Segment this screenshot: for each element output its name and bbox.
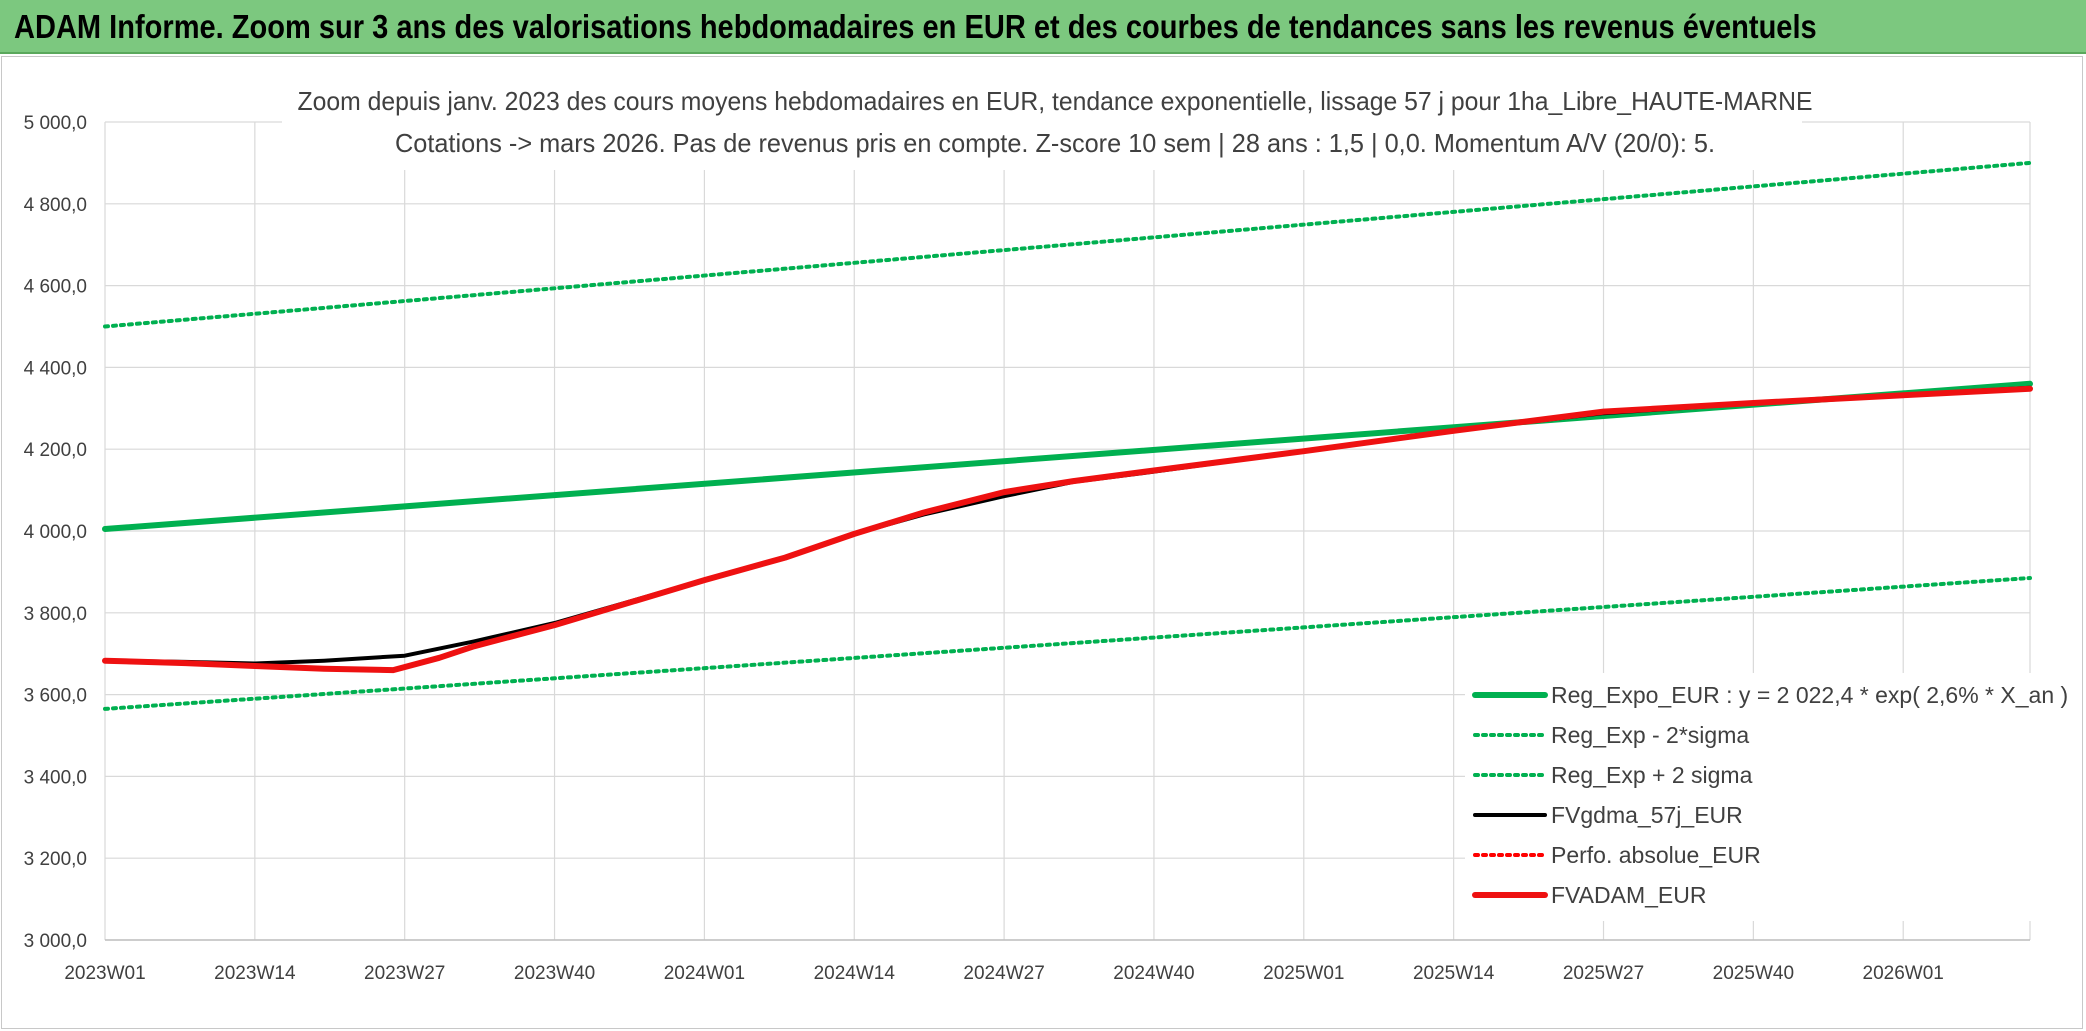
x-tick-label: 2026W01 xyxy=(1863,963,1944,984)
x-tick-label: 2023W27 xyxy=(364,963,445,984)
x-tick-label: 2025W01 xyxy=(1263,963,1344,984)
x-tick-label: 2024W01 xyxy=(664,963,745,984)
legend-label: Reg_Exp + 2 sigma xyxy=(1551,762,1753,788)
y-tick-label: 4 800,0 xyxy=(24,195,87,216)
chart-title: Zoom depuis janv. 2023 des cours moyens … xyxy=(298,86,1813,116)
x-tick-label: 2025W40 xyxy=(1713,963,1794,984)
y-tick-label: 4 400,0 xyxy=(24,358,87,379)
y-tick-label: 4 000,0 xyxy=(24,522,87,543)
x-tick-label: 2023W40 xyxy=(514,963,595,984)
y-tick-label: 3 200,0 xyxy=(24,849,87,870)
legend-label: FVgdma_57j_EUR xyxy=(1551,802,1743,828)
y-tick-label: 3 800,0 xyxy=(24,604,87,625)
series-line-3 xyxy=(103,160,2032,329)
x-tick-label: 2023W01 xyxy=(64,963,145,984)
x-tick-label: 2025W14 xyxy=(1413,963,1495,984)
chart-title-background xyxy=(282,80,1802,170)
y-tick-label: 3 600,0 xyxy=(24,686,87,707)
legend-label: FVADAM_EUR xyxy=(1551,882,1707,908)
chart-subtitle: Cotations -> mars 2026. Pas de revenus p… xyxy=(395,128,1715,158)
header-banner: ADAM Informe. Zoom sur 3 ans des valoris… xyxy=(0,0,2086,54)
legend-label: Perfo. absolue_EUR xyxy=(1551,842,1761,868)
y-tick-label: 4 200,0 xyxy=(24,440,87,461)
y-tick-label: 3 400,0 xyxy=(24,767,87,788)
x-tick-label: 2023W14 xyxy=(214,963,296,984)
chart-frame xyxy=(1,56,2083,1029)
series-line-6 xyxy=(102,385,2033,674)
x-tick-label: 2024W14 xyxy=(814,963,896,984)
y-tick-label: 3 000,0 xyxy=(24,931,87,952)
series-line-4 xyxy=(103,385,2032,666)
x-tick-label: 2024W27 xyxy=(963,963,1044,984)
x-tick-label: 2025W27 xyxy=(1563,963,1644,984)
y-tick-label: 5 000,0 xyxy=(24,113,87,134)
x-tick-label: 2024W40 xyxy=(1113,963,1194,984)
legend-label: Reg_Expo_EUR : y = 2 022,4 * exp( 2,6% *… xyxy=(1551,682,2068,708)
series-line-2 xyxy=(103,576,2032,711)
y-tick-label: 4 600,0 xyxy=(24,277,87,298)
legend-background xyxy=(1465,673,2040,921)
legend-label: Reg_Exp - 2*sigma xyxy=(1551,722,1749,748)
page-title: ADAM Informe. Zoom sur 3 ans des valoris… xyxy=(14,8,1817,45)
